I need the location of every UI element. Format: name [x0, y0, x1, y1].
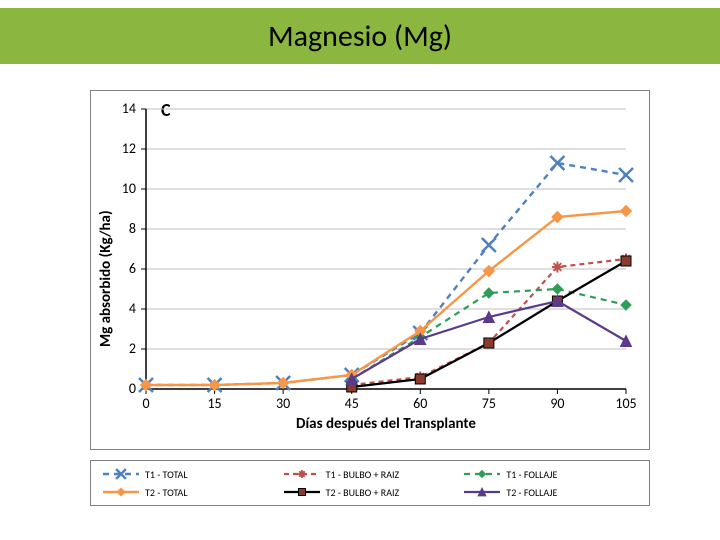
chart-container: C Mg absorbido (Kg/ha) Días después del …	[90, 90, 650, 450]
title-underline	[12, 64, 122, 67]
legend-swatch	[103, 467, 139, 481]
legend-item: T2 - FOLLAJE	[460, 483, 641, 501]
title-bar: Magnesio (Mg)	[0, 8, 720, 64]
legend-label: T2 - TOTAL	[145, 486, 188, 499]
y-tick-label: 2	[129, 340, 136, 357]
legend-label: T1 - BULBO + RAIZ	[326, 468, 400, 481]
x-tick-label: 105	[614, 395, 638, 412]
x-tick-label: 90	[545, 395, 569, 412]
page-title: Magnesio (Mg)	[268, 18, 452, 55]
legend-swatch	[284, 485, 320, 499]
legend-label: T2 - FOLLAJE	[506, 486, 557, 499]
legend-swatch	[464, 485, 500, 499]
x-tick-label: 15	[203, 395, 227, 412]
y-axis-title: Mg absorbido (Kg/ha)	[97, 210, 115, 347]
legend: T1 - TOTAL T1 - BULBO + RAIZ T1 - FOLLAJE T…	[90, 460, 650, 506]
legend-item: T2 - TOTAL	[99, 483, 280, 501]
x-tick-label: 30	[271, 395, 295, 412]
y-tick-label: 14	[122, 100, 136, 117]
legend-label: T1 - FOLLAJE	[506, 468, 557, 481]
x-tick-label: 75	[477, 395, 501, 412]
y-tick-label: 6	[129, 260, 136, 277]
y-tick-label: 8	[129, 220, 136, 237]
legend-swatch	[103, 485, 139, 499]
legend-item: T2 - BULBO + RAIZ	[280, 483, 461, 501]
y-tick-label: 4	[129, 300, 136, 317]
legend-item: T1 - BULBO + RAIZ	[280, 465, 461, 483]
legend-label: T1 - TOTAL	[145, 468, 188, 481]
x-tick-label: 0	[134, 395, 158, 412]
x-axis-title: Días después del Transplante	[146, 415, 626, 433]
x-tick-label: 60	[408, 395, 432, 412]
legend-swatch	[464, 467, 500, 481]
y-tick-label: 10	[122, 180, 136, 197]
legend-swatch	[284, 467, 320, 481]
legend-label: T2 - BULBO + RAIZ	[326, 486, 400, 499]
y-tick-label: 12	[122, 140, 136, 157]
legend-item: T1 - TOTAL	[99, 465, 280, 483]
x-tick-label: 45	[340, 395, 364, 412]
legend-item: T1 - FOLLAJE	[460, 465, 641, 483]
